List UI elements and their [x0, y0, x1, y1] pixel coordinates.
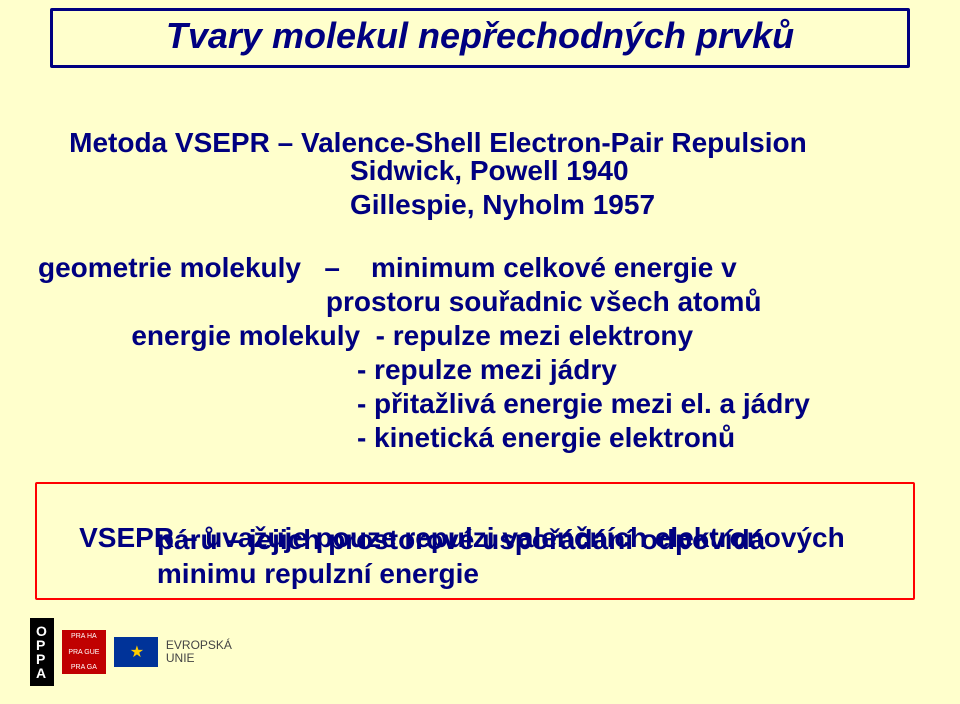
body-l2: energie molekuly - repulze mezi elektron… [38, 320, 693, 352]
method-b: VSEPR [175, 127, 270, 158]
title-box: Tvary molekul nepřechodných prvků [50, 8, 910, 68]
method-a: Metoda [69, 127, 175, 158]
authors-line2: Gillespie, Nyholm 1957 [350, 189, 655, 221]
opp-letter: P [36, 638, 48, 652]
eu-stars: ★ [130, 642, 142, 662]
body-l5: - kinetická energie elektronů [38, 422, 735, 454]
logo-row: O P P A PRA HA PRA GUE PRA GA ★ EVROPSKÁ… [30, 618, 232, 686]
eu-flag-icon: ★ [114, 637, 158, 667]
praha-bot: PRA GA [71, 664, 97, 671]
logo-eu-wrap: ★ [114, 637, 158, 667]
slide: Tvary molekul nepřechodných prvků Metoda… [0, 0, 960, 704]
authors-line1: Sidwick, Powell 1940 [350, 155, 629, 187]
logo-opp: O P P A [30, 618, 54, 686]
opp-letter: A [36, 666, 48, 680]
body-l1a: geometrie molekuly – minimum celkové ene… [38, 252, 737, 284]
praha-mid: PRA GUE [68, 649, 99, 656]
vsepr-l2: párů – jejich prostorové uspořádání odpo… [48, 524, 765, 556]
logo-praha: PRA HA PRA GUE PRA GA [62, 630, 106, 674]
opp-letter: O [36, 624, 48, 638]
opp-letter: P [36, 652, 48, 666]
praha-top: PRA HA [71, 633, 97, 640]
body-l4: - přitažlivá energie mezi el. a jádry [38, 388, 810, 420]
method-c: – Valence-Shell Electron-Pair Repulsion [270, 127, 807, 158]
page-title: Tvary molekul nepřechodných prvků [166, 15, 794, 56]
body-l1b: prostoru souřadnic všech atomů [38, 286, 761, 318]
vsepr-l3: minimu repulzní energie [48, 558, 479, 590]
body-l3: - repulze mezi jádry [38, 354, 617, 386]
eu-label: EVROPSKÁ UNIE [166, 639, 232, 665]
